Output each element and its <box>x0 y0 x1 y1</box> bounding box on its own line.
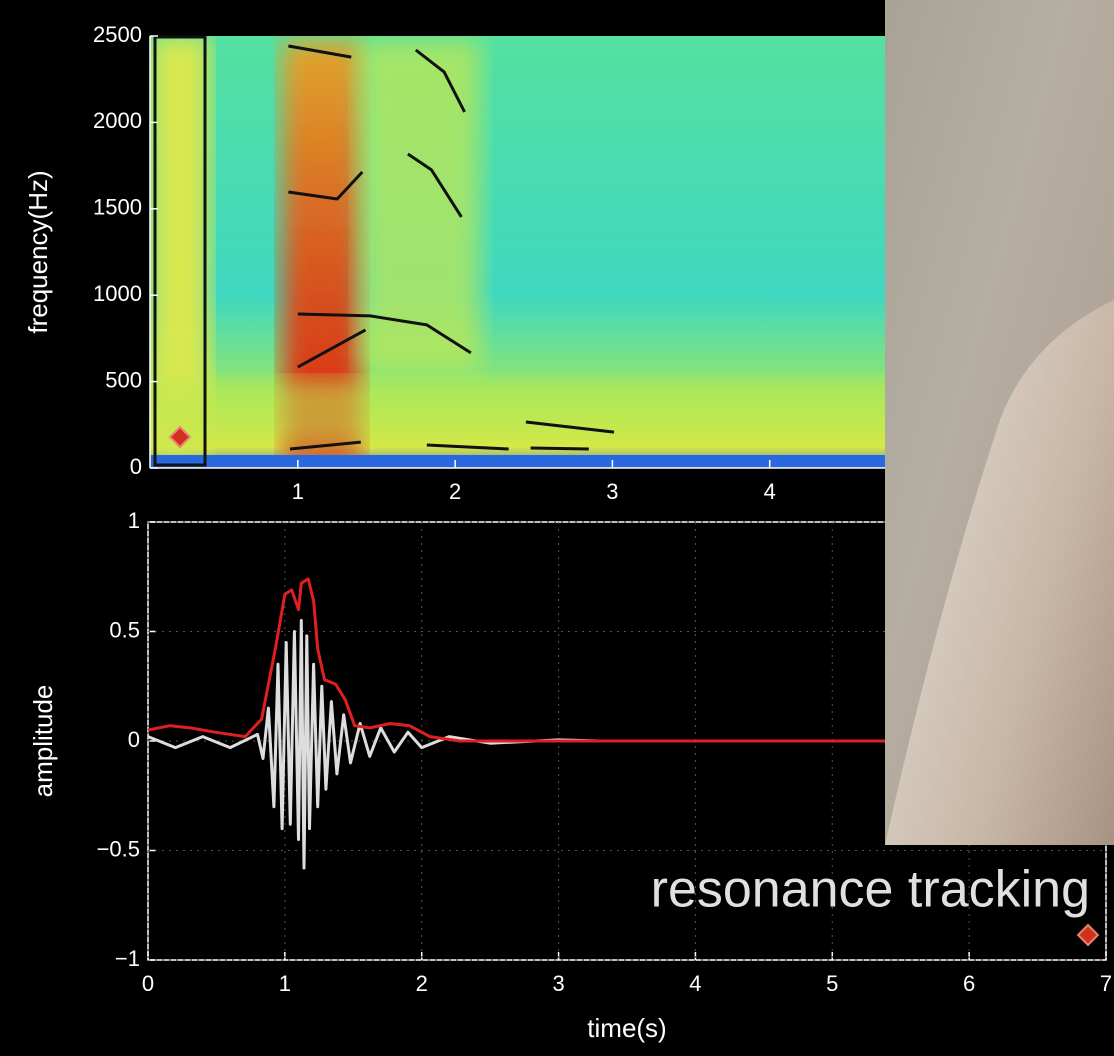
series-line <box>297 328 367 369</box>
y-tick-label: 0.5 <box>109 617 140 642</box>
x-tick-label: 4 <box>764 479 776 504</box>
x-tick-label: 3 <box>606 479 618 504</box>
series-line <box>297 312 472 355</box>
x-axis-label: time(s) <box>587 1013 666 1043</box>
series-line <box>288 44 352 59</box>
x-tick-label: 2 <box>416 971 428 996</box>
x-tick-label: 7 <box>1100 971 1112 996</box>
x-tick-label: 6 <box>963 971 975 996</box>
marker <box>168 425 192 449</box>
series-line <box>289 440 361 451</box>
series-line <box>525 420 615 434</box>
selection-box <box>153 35 207 467</box>
x-tick-label: 1 <box>279 971 291 996</box>
y-tick-label: 0 <box>130 454 142 479</box>
series-line <box>407 152 463 218</box>
y-tick-label: 1 <box>128 508 140 533</box>
y-tick-label: −0.5 <box>97 836 140 861</box>
y-tick-label: 2000 <box>93 108 142 133</box>
y-tick-label: 2500 <box>93 22 142 47</box>
series-line <box>147 619 600 870</box>
marker <box>1076 923 1100 947</box>
series-line <box>288 170 364 201</box>
series-line <box>530 446 589 451</box>
series-line <box>414 48 466 113</box>
y-tick-label: 1000 <box>93 281 142 306</box>
x-tick-label: 0 <box>142 971 154 996</box>
series-line <box>426 443 509 451</box>
y-tick-label: 0 <box>128 727 140 752</box>
photo-background <box>885 0 1114 845</box>
caption: resonance tracking <box>651 861 1090 919</box>
y-tick-label: −1 <box>115 946 140 971</box>
x-tick-label: 4 <box>689 971 701 996</box>
x-tick-label: 5 <box>826 971 838 996</box>
x-tick-label: 1 <box>292 479 304 504</box>
y-axis-label: amplitude <box>28 685 58 798</box>
x-tick-label: 3 <box>552 971 564 996</box>
y-axis-label: frequency(Hz) <box>23 170 53 333</box>
x-tick-label: 2 <box>449 479 461 504</box>
y-tick-label: 1500 <box>93 195 142 220</box>
y-tick-label: 500 <box>105 367 142 392</box>
series-line <box>147 577 1106 743</box>
